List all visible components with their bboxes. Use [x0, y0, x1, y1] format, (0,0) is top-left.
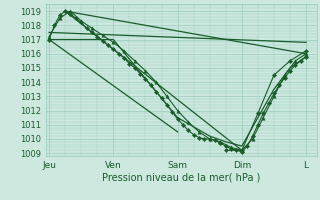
X-axis label: Pression niveau de la mer( hPa ): Pression niveau de la mer( hPa ) [102, 173, 261, 183]
